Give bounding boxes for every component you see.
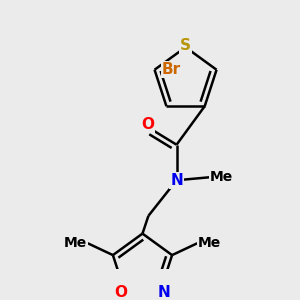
- Text: Br: Br: [161, 62, 180, 77]
- Text: Me: Me: [198, 236, 221, 250]
- Text: Me: Me: [210, 170, 233, 184]
- Text: S: S: [180, 38, 191, 53]
- Text: Me: Me: [64, 236, 87, 250]
- Text: N: N: [170, 173, 183, 188]
- Text: O: O: [141, 117, 154, 132]
- Text: O: O: [115, 285, 128, 300]
- Text: N: N: [158, 285, 170, 300]
